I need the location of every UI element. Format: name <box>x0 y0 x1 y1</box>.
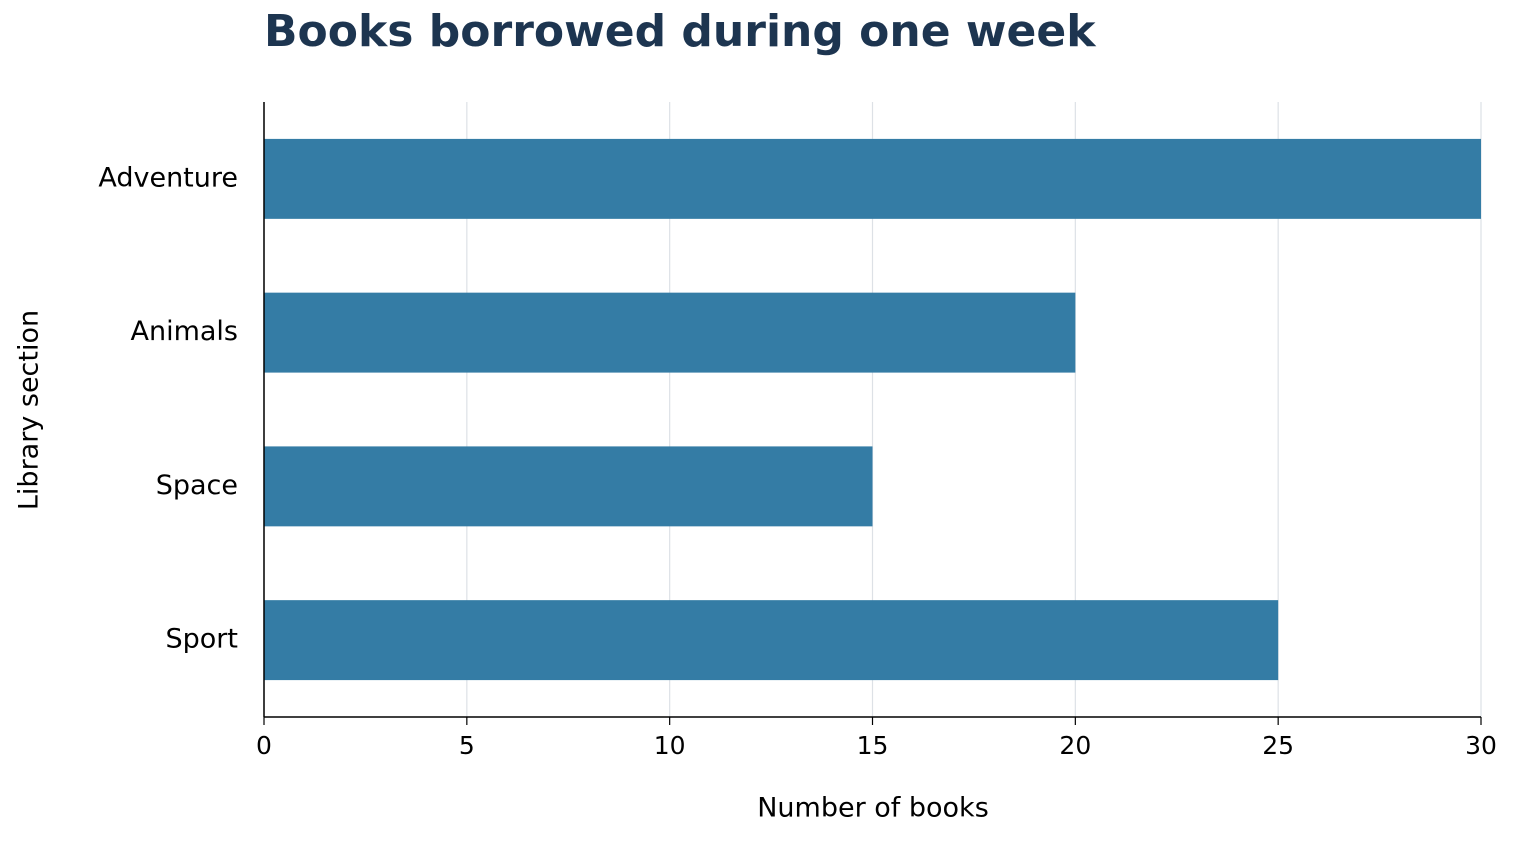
bar <box>264 292 1076 373</box>
x-tick-label: 25 <box>1262 731 1294 760</box>
x-tick-label: 20 <box>1059 731 1091 760</box>
chart-title: Books borrowed during one week <box>264 6 1097 57</box>
x-tick-label: 0 <box>256 731 272 760</box>
y-tick-label: Animals <box>131 316 239 347</box>
y-tick-label: Adventure <box>98 162 238 193</box>
bar <box>264 138 1481 219</box>
y-axis-label: Library section <box>14 310 45 510</box>
bar <box>264 600 1279 681</box>
bar <box>264 446 873 527</box>
x-tick-label: 30 <box>1465 731 1497 760</box>
x-tick-label: 10 <box>654 731 686 760</box>
y-tick-label: Space <box>156 470 238 501</box>
y-tick-label: Sport <box>166 624 238 655</box>
x-tick-label: 5 <box>459 731 475 760</box>
x-tick-label: 15 <box>857 731 889 760</box>
x-axis-label: Number of books <box>757 793 989 824</box>
